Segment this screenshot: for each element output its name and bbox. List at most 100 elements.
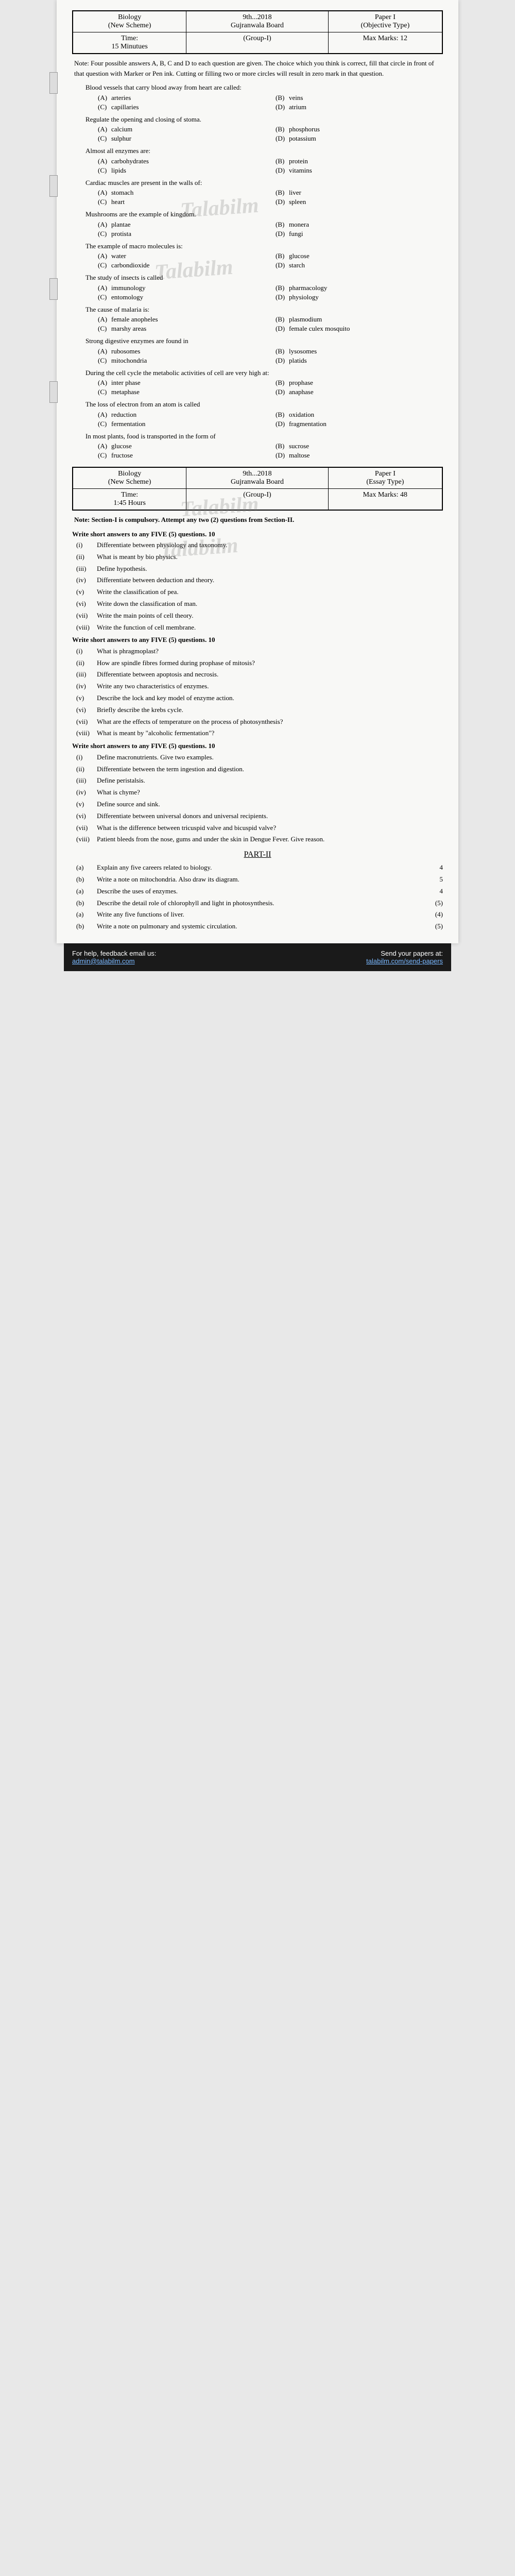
mcq-options: (A)arteries(B)veins(C)capillaries(D)atri… <box>98 94 443 111</box>
staple-deco <box>49 72 58 94</box>
mcq-option: (A)plantae <box>98 221 265 229</box>
note-essay: Note: Section-I is compulsory. Attempt a… <box>74 515 441 525</box>
mcq-option: (A)inter phase <box>98 379 265 387</box>
short-answer-item: (i)Define macronutrients. Give two examp… <box>76 752 443 763</box>
mcq-option: (A)reduction <box>98 411 265 419</box>
footer-send-url[interactable]: talabilm.com/send-papers <box>366 957 443 965</box>
mcq-option: (D)platids <box>276 357 443 365</box>
footer-send-label: Send your papers at: <box>366 950 443 957</box>
mcq-option: (C)carbondioxide <box>98 261 265 269</box>
note-objective: Note: Four possible answers A, B, C and … <box>74 58 441 78</box>
mcq-stem: Mushrooms are the example of kingdom. <box>82 209 443 219</box>
mcq-option: (A)arteries <box>98 94 265 102</box>
short-answer-list-3: (i)Define macronutrients. Give two examp… <box>72 752 443 845</box>
mcq-option: (B)oxidation <box>276 411 443 419</box>
short-answer-item: (vi)Write down the classification of man… <box>76 599 443 609</box>
short-answer-item: (iii)Define hypothesis. <box>76 564 443 574</box>
mcq-option: (C)protista <box>98 230 265 238</box>
long-question-part: (a)Explain any five careers related to b… <box>76 862 443 873</box>
short-answer-item: (iv)Differentiate between deduction and … <box>76 575 443 586</box>
hdr-board: 9th...2018 Gujranwala Board <box>186 468 328 488</box>
mcq-stem: The example of macro molecules is: <box>82 241 443 251</box>
mcq-stem: During the cell cycle the metabolic acti… <box>82 368 443 378</box>
page-footer: For help, feedback email us: admin@talab… <box>64 943 451 971</box>
mcq-option: (B)glucose <box>276 252 443 260</box>
mcq-options: (A)water(B)glucose(C)carbondioxide(D)sta… <box>98 252 443 269</box>
sa-heading-2: Write short answers to any FIVE (5) ques… <box>72 635 443 645</box>
footer-email[interactable]: admin@talabilm.com <box>72 957 156 965</box>
footer-help-label: For help, feedback email us: <box>72 950 156 957</box>
hdr-group: (Group-I) <box>186 488 328 510</box>
mcq-option: (A)stomach <box>98 189 265 197</box>
mcq-option: (B)plasmodium <box>276 315 443 324</box>
mcq-option: (D)physiology <box>276 293 443 301</box>
mcq-option: (D)potassium <box>276 134 443 143</box>
mcq-option: (B)sucrose <box>276 442 443 450</box>
short-answer-item: (ii)Differentiate between the term inges… <box>76 764 443 775</box>
mcq-option: (B)prophase <box>276 379 443 387</box>
short-answer-item: (iii)Differentiate between apoptosis and… <box>76 669 443 680</box>
short-answer-item: (iv)Write any two characteristics of enz… <box>76 681 443 692</box>
header-table-objective: Biology(New Scheme) 9th...2018 Gujranwal… <box>72 10 443 54</box>
mcq-option: (D)maltose <box>276 451 443 460</box>
mcq-option: (C)heart <box>98 198 265 206</box>
mcq-options: (A)female anopheles (B)plasmodium (C)marsh… <box>98 315 443 333</box>
mcq-option: (A)rubosomes <box>98 347 265 355</box>
mcq-option: (B)lysosomes <box>276 347 443 355</box>
mcq-option: (D)anaphase <box>276 388 443 396</box>
mcq-option: (D)starch <box>276 261 443 269</box>
mcq-option: (B)pharmacology <box>276 284 443 292</box>
mcq-option: (D)fragmentation <box>276 420 443 428</box>
mcq-stem: Regulate the opening and closing of stom… <box>82 114 443 125</box>
mcq-option: (D)vitamins <box>276 166 443 175</box>
short-answer-item: (v)Describe the lock and key model of en… <box>76 693 443 704</box>
long-question-part: (a)Describe the uses of enzymes.4 <box>76 886 443 897</box>
mcq-option: (C)sulphur <box>98 134 265 143</box>
part-ii-heading: PART-II <box>72 850 443 859</box>
mcq-option: (D)fungi <box>276 230 443 238</box>
mcq-option: (B)phosphorus <box>276 125 443 133</box>
mcq-stem: In most plants, food is transported in t… <box>82 431 443 442</box>
short-answer-item: (ii)How are spindle fibres formed during… <box>76 658 443 669</box>
footer-send: Send your papers at: talabilm.com/send-p… <box>366 950 443 965</box>
mcq-options: (A)stomach(B)liver(C)heart(D)spleen <box>98 189 443 206</box>
mcq-options: (A)rubosomes(B)lysosomes(C)mitochondria(… <box>98 347 443 365</box>
short-answer-item: (vi)Differentiate between universal dono… <box>76 811 443 822</box>
short-answer-item: (i)Differentiate between physiology and … <box>76 540 443 551</box>
long-question-part: (b)Write a note on pulmonary and systemi… <box>76 921 443 932</box>
short-answer-item: (viii)Write the function of cell membran… <box>76 622 443 633</box>
short-answer-item: (iv)What is chyme? <box>76 787 443 798</box>
mcq-options: (A)immunology(B)pharmacology(C)entomolog… <box>98 284 443 301</box>
mcq-stem: Almost all enzymes are: <box>82 146 443 156</box>
mcq-option: (C)marshy areas <box>98 325 265 333</box>
hdr-type: Paper I (Essay Type) <box>329 468 442 488</box>
header-table-essay: Biology(New Scheme) 9th...2018 Gujranwal… <box>72 467 443 511</box>
hdr-marks: Max Marks: 12 <box>329 32 442 53</box>
mcq-option: (A)carbohydrates <box>98 157 265 165</box>
mcq-option: (B)veins <box>276 94 443 102</box>
mcq-option: (A)female anopheles <box>98 315 265 324</box>
mcq-option: (C)metaphase <box>98 388 265 396</box>
mcq-options: (A)plantae (B)monera (C)protista (D)fungi <box>98 221 443 238</box>
mcq-options: (A)glucose(B)sucrose(C)fructose(D)maltos… <box>98 442 443 460</box>
hdr-subject: Biology(New Scheme) <box>73 11 186 32</box>
mcq-options: (A)carbohydrates(B)protein(C)lipids(D)vi… <box>98 157 443 175</box>
short-answer-item: (viii)Patient bleeds from the nose, gums… <box>76 834 443 845</box>
mcq-option: (C)fructose <box>98 451 265 460</box>
hdr-time: Time:1:45 Hours <box>73 488 186 510</box>
sa-heading-1: Write short answers to any FIVE (5) ques… <box>72 529 443 539</box>
mcq-option: (B)monera <box>276 221 443 229</box>
short-answer-item: (v)Define source and sink. <box>76 799 443 810</box>
short-answer-item: (viii)What is meant by "alcoholic fermen… <box>76 728 443 739</box>
staple-deco <box>49 175 58 197</box>
hdr-board: 9th...2018 Gujranwala Board <box>186 11 328 32</box>
long-question-part: (a)Write any five functions of liver.(4) <box>76 909 443 920</box>
mcq-option: (D)female culex mosquito <box>276 325 443 333</box>
long-question-list: (a)Explain any five careers related to b… <box>72 862 443 932</box>
short-answer-item: (i)What is phragmoplast? <box>76 646 443 657</box>
mcq-stem: The study of insects is called <box>82 273 443 283</box>
short-answer-item: (ii)What is meant by bio physics. <box>76 552 443 563</box>
mcq-stem: The cause of malaria is: <box>82 304 443 315</box>
mcq-option: (D)spleen <box>276 198 443 206</box>
long-question-part: (b)Describe the detail role of chlorophy… <box>76 898 443 909</box>
